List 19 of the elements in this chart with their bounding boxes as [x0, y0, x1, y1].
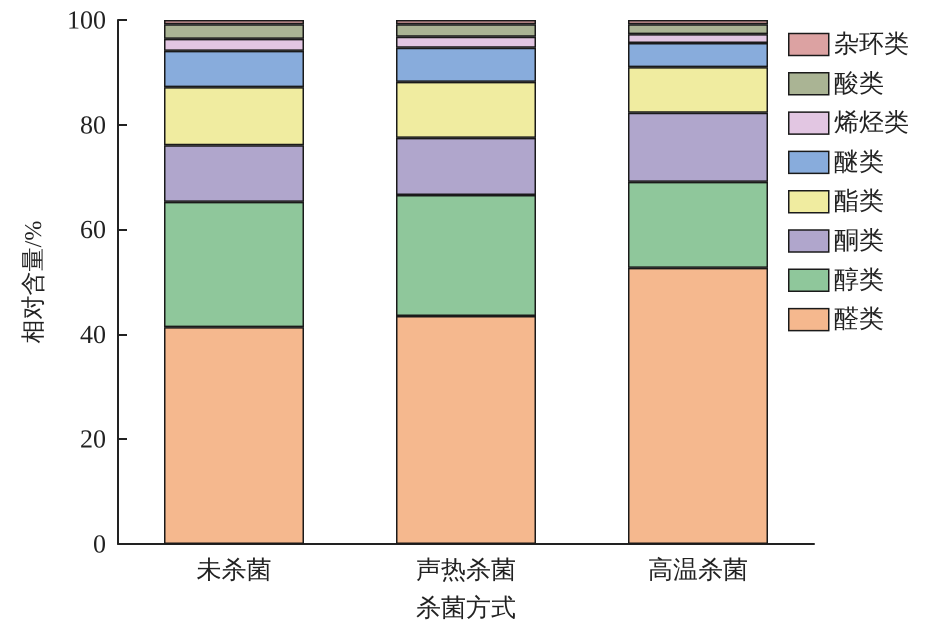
- y-tick-label: 80: [80, 110, 106, 140]
- y-tick-label: 40: [80, 320, 106, 349]
- legend-label: 醛类: [834, 306, 884, 334]
- legend-label: 醚类: [834, 148, 884, 176]
- y-tick-label: 0: [93, 530, 106, 558]
- x-axis-title: 杀菌方式: [416, 594, 516, 622]
- y-tick-label: 100: [67, 6, 106, 34]
- y-axis-title: 相对含量/%: [21, 220, 47, 344]
- legend-label: 酯类: [834, 188, 884, 216]
- y-tick-label: 20: [80, 424, 106, 454]
- legend-label: 酮类: [834, 228, 884, 254]
- x-tick-label: 未杀菌: [196, 557, 272, 584]
- y-tick-label: 60: [80, 215, 106, 244]
- legend-label: 酸类: [834, 70, 884, 98]
- legend-label: 烯烃类: [834, 110, 909, 137]
- legend-label: 杂环类: [834, 31, 909, 58]
- x-tick-label: 高温杀菌: [648, 556, 748, 584]
- x-tick-label: 声热杀菌: [416, 557, 516, 584]
- legend-label: 醇类: [834, 266, 884, 294]
